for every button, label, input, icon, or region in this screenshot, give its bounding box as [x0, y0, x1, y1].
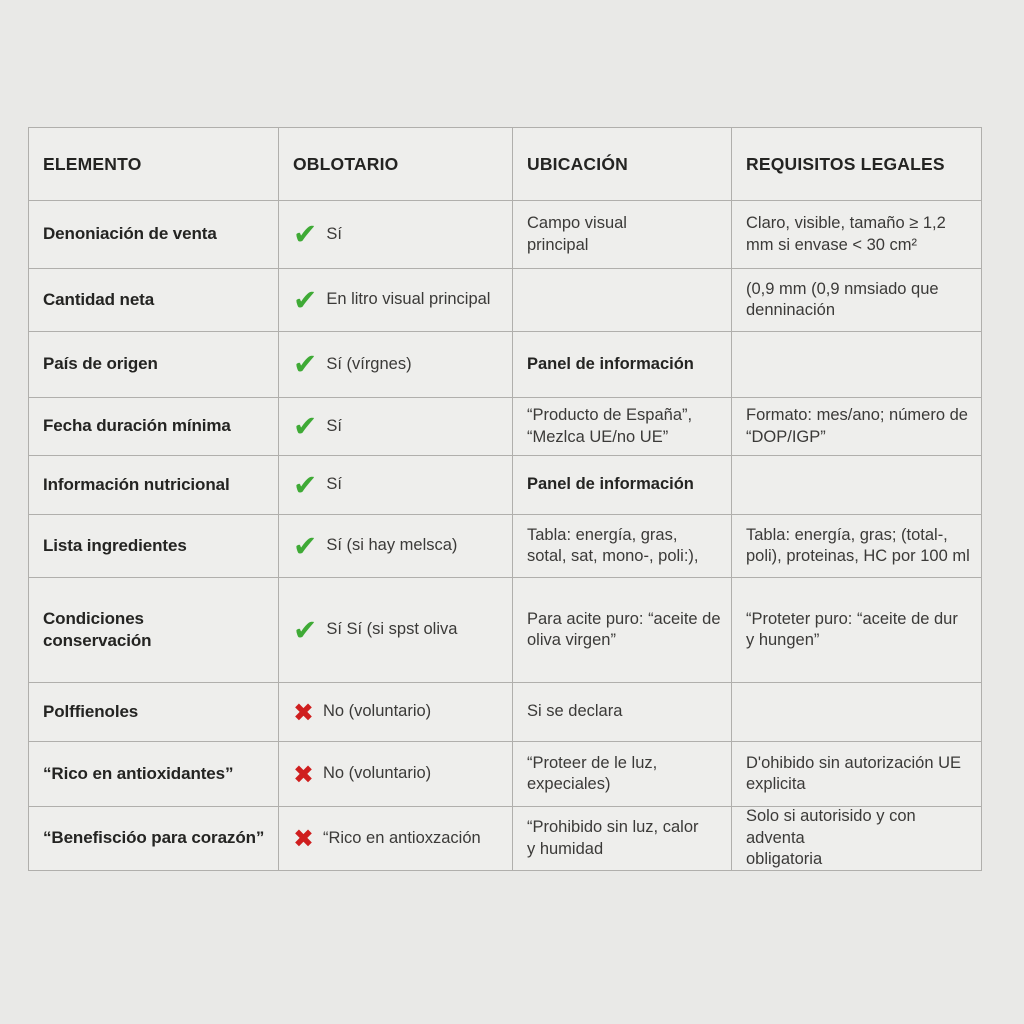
cell-requisitos: [732, 332, 982, 398]
obligatorio-text: Sí (si hay melsca): [326, 536, 458, 555]
column-header-obligatorio: OBLOTARIO: [279, 128, 513, 201]
column-header-requisitos: REQUISITOS LEGALES: [732, 128, 982, 201]
cell-requisitos: D'ohibido sin autorización UE explicita: [732, 742, 982, 807]
cell-requisitos: Formato: mes/ano; número de “DOP/IGP”: [732, 398, 982, 456]
cell-obligatorio: ✔ Sí Sí (si spst oliva: [279, 578, 513, 683]
cell-ubicacion: “Prohibido sin luz, calor y humidad: [513, 807, 732, 871]
cross-icon: ✖: [293, 759, 314, 789]
cell-requisitos: [732, 683, 982, 742]
cell-elemento: “Rico en antioxidantes”: [29, 742, 279, 807]
cell-obligatorio: ✔ Sí: [279, 201, 513, 269]
cell-elemento: Información nutricional: [29, 456, 279, 515]
check-icon: ✔: [293, 217, 318, 251]
cell-requisitos: (0,9 mm (0,9 nmsiado que denninación: [732, 269, 982, 332]
cell-elemento: Condiciones conservación: [29, 578, 279, 683]
check-icon: ✔: [293, 528, 318, 563]
cell-obligatorio: ✔ Sí: [279, 398, 513, 456]
check-icon: ✔: [293, 409, 318, 443]
cell-elemento: Fecha duración mínima: [29, 398, 279, 456]
cell-ubicacion: Tabla: energía, gras, sotal, sat, mono-,…: [513, 515, 732, 578]
cell-ubicacion: Si se declara: [513, 683, 732, 742]
cell-obligatorio: ✔ Sí: [279, 456, 513, 515]
check-icon: ✔: [293, 612, 318, 647]
cell-obligatorio: ✔ Sí (si hay melsca): [279, 515, 513, 578]
obligatorio-text: Sí: [326, 416, 342, 435]
cross-icon: ✖: [293, 697, 314, 727]
column-header-ubicacion: UBICACIÓN: [513, 128, 732, 201]
obligatorio-text: Sí: [326, 475, 342, 494]
column-header-elemento: ELEMENTO: [29, 128, 279, 201]
cell-obligatorio: ✔ En litro visual principal: [279, 269, 513, 332]
cell-ubicacion: Panel de información: [513, 456, 732, 515]
cell-elemento: País de origen: [29, 332, 279, 398]
cell-obligatorio: ✖ “Rico en antioxzación: [279, 807, 513, 871]
obligatorio-text: “Rico en antioxzación: [322, 828, 481, 847]
cell-requisitos: Solo si autorisido y con adventa obligat…: [732, 807, 982, 871]
cell-requisitos: Claro, visible, tamaño ≥ 1,2 mm si envas…: [732, 201, 982, 269]
obligatorio-text: Sí: [326, 224, 342, 243]
cell-ubicacion: “Proteer de le luz, expeciales): [513, 742, 732, 807]
check-icon: ✔: [293, 347, 318, 381]
cell-obligatorio: ✖ No (voluntario): [279, 683, 513, 742]
cell-ubicacion: “Producto de España”, “Mezlca UE/no UE”: [513, 398, 732, 456]
cell-requisitos: Tabla: energía, gras; (total-, poli), pr…: [732, 515, 982, 578]
cross-icon: ✖: [293, 824, 314, 853]
cell-elemento: Cantidad neta: [29, 269, 279, 332]
cell-elemento: Polffienoles: [29, 683, 279, 742]
check-icon: ✔: [293, 282, 318, 317]
cell-ubicacion: Para acite puro: “aceite de oliva virgen…: [513, 578, 732, 683]
labeling-requirements-table: ELEMENTO OBLOTARIO UBICACIÓN REQUISITOS …: [28, 127, 982, 871]
cell-elemento: Denoniación de venta: [29, 201, 279, 269]
cell-elemento: Lista ingredientes: [29, 515, 279, 578]
cell-requisitos: [732, 456, 982, 515]
cell-obligatorio: ✔ Sí (vírgnes): [279, 332, 513, 398]
cell-ubicacion: Panel de información: [513, 332, 732, 398]
cell-requisitos: “Proteter puro: “aceite de dur y hungen”: [732, 578, 982, 683]
cell-elemento: “Benefiscióo para corazón”: [29, 807, 279, 871]
obligatorio-text: No (voluntario): [322, 764, 432, 783]
cell-ubicacion: Campo visual principal: [513, 201, 732, 269]
cell-ubicacion: [513, 269, 732, 332]
obligatorio-text: Sí Sí (si spst oliva: [326, 620, 458, 639]
cell-obligatorio: ✖ No (voluntario): [279, 742, 513, 807]
obligatorio-text: En litro visual principal: [326, 290, 491, 309]
obligatorio-text: Sí (vírgnes): [326, 354, 412, 373]
obligatorio-text: No (voluntario): [322, 702, 432, 721]
check-icon: ✔: [293, 467, 318, 502]
